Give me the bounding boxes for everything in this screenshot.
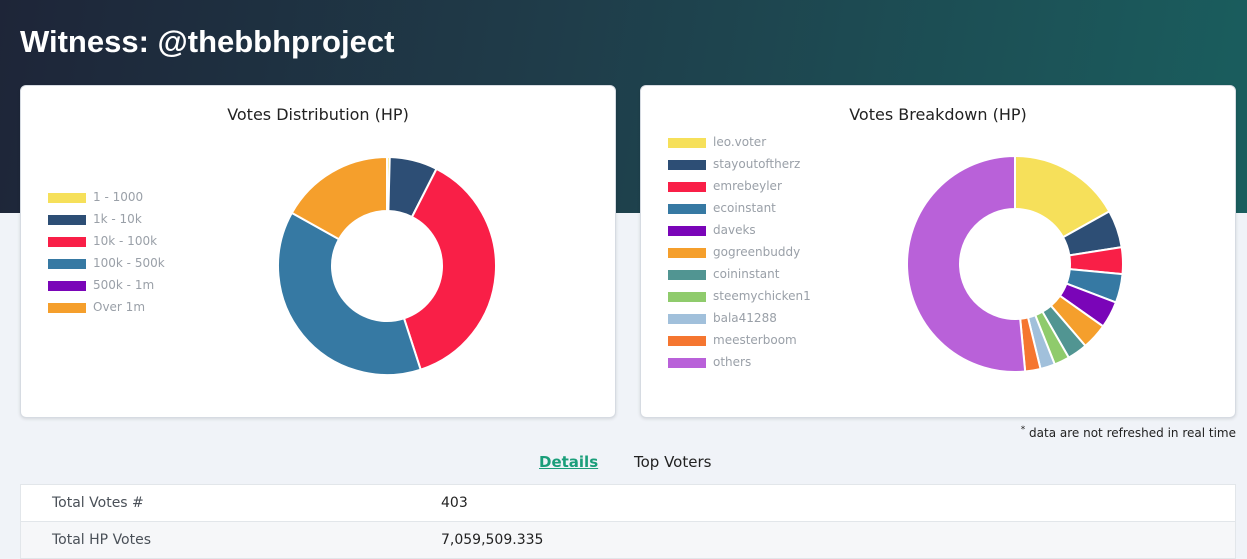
legend-swatch xyxy=(668,358,706,368)
legend-swatch xyxy=(668,314,706,324)
legend-swatch xyxy=(668,226,706,236)
legend-label: 500k - 1m xyxy=(93,278,155,292)
legend-swatch xyxy=(48,237,86,247)
refresh-footnote: * data are not refreshed in real time xyxy=(1021,425,1236,440)
legend-swatch xyxy=(668,182,706,192)
legend-label: 1 - 1000 xyxy=(93,190,144,204)
legend-swatch xyxy=(48,193,86,203)
legend-label: ecoinstant xyxy=(713,201,776,215)
votes-breakdown-title: Votes Breakdown (HP) xyxy=(849,105,1027,124)
legend-swatch xyxy=(48,259,86,269)
legend-swatch xyxy=(668,292,706,302)
legend-label: others xyxy=(713,355,752,369)
votes-distribution-donut xyxy=(277,155,497,376)
table-row: Total Votes # 403 xyxy=(21,485,1235,522)
legend-label: 1k - 10k xyxy=(93,212,142,226)
slice-10k-100k[interactable] xyxy=(402,167,497,371)
legend-label: Over 1m xyxy=(93,300,146,314)
legend-label: leo.voter xyxy=(713,135,767,149)
votes-distribution-card: Votes Distribution (HP) 1 - 1000 1k - 10k… xyxy=(20,85,616,418)
legend-swatch xyxy=(668,160,706,170)
legend-swatch xyxy=(48,215,86,225)
legend-label: 100k - 500k xyxy=(93,256,165,270)
votes-distribution-title: Votes Distribution (HP) xyxy=(227,105,409,124)
votes-breakdown-donut xyxy=(906,154,1124,373)
total-votes-label: Total Votes # xyxy=(52,495,144,511)
legend-label: daveks xyxy=(713,223,756,237)
page-title: Witness: @thebbhproject xyxy=(20,24,395,59)
legend-swatch xyxy=(668,204,706,214)
legend-label: gogreenbuddy xyxy=(713,245,801,259)
legend-label: bala41288 xyxy=(713,311,777,325)
legend-swatch xyxy=(668,248,706,258)
total-hp-votes-label: Total HP Votes xyxy=(52,532,152,548)
tab-top-voters[interactable]: Top Voters xyxy=(634,453,712,471)
legend-label: emrebeyler xyxy=(713,179,782,193)
table-row: Total HP Votes 7,059,509.335 xyxy=(21,522,1235,559)
total-votes-value: 403 xyxy=(441,495,468,511)
legend-label: stayoutoftherz xyxy=(713,157,801,171)
legend-swatch xyxy=(668,270,706,280)
legend-swatch xyxy=(48,303,86,313)
legend-swatch xyxy=(668,336,706,346)
legend-swatch xyxy=(668,138,706,148)
legend-label: meesterboom xyxy=(713,333,797,347)
legend-label: 10k - 100k xyxy=(93,234,158,248)
footnote-mark: * xyxy=(1020,425,1026,435)
legend-swatch xyxy=(48,281,86,291)
slice-100k-500k[interactable] xyxy=(277,211,422,376)
votes-breakdown-card: Votes Breakdown (HP) leo.voter stayoutoft… xyxy=(640,85,1236,418)
legend-label: coininstant xyxy=(713,267,780,281)
detail-tabs: Details Top Voters xyxy=(0,453,1247,475)
details-table: Total Votes # 403 Total HP Votes 7,059,5… xyxy=(20,484,1236,559)
slice-others[interactable] xyxy=(906,154,1027,373)
total-hp-votes-value: 7,059,509.335 xyxy=(441,532,544,548)
tab-details[interactable]: Details xyxy=(539,453,599,471)
slice-over-1m[interactable] xyxy=(290,155,388,241)
legend-label: steemychicken1 xyxy=(713,289,811,303)
footnote-text: data are not refreshed in real time xyxy=(1025,426,1236,440)
